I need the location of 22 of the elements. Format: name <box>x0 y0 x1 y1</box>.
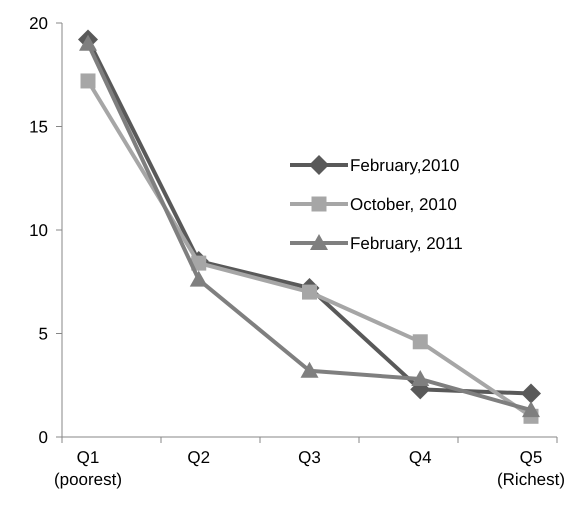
point <box>302 284 317 300</box>
point <box>411 370 430 386</box>
y-tick-label: 0 <box>38 428 48 447</box>
x-tick-label: Q5 (Richest) <box>496 448 566 489</box>
point <box>79 34 97 51</box>
point <box>522 401 540 418</box>
point <box>80 73 96 88</box>
point <box>190 270 208 287</box>
legend-label: February, 2011 <box>350 234 463 253</box>
x-tick-label: Q1 (poorest) <box>54 448 122 489</box>
point <box>300 362 318 378</box>
y-tick-label: 20 <box>29 14 48 33</box>
y-tick-label: 5 <box>38 324 48 344</box>
legend-label: February,2010 <box>350 156 460 175</box>
point <box>521 384 541 404</box>
x-tick-label: Q2 <box>187 448 210 467</box>
legend-label: October, 2010 <box>350 194 457 214</box>
x-tick-label: Q3 <box>298 448 321 467</box>
y-tick-label: 10 <box>29 220 48 240</box>
point <box>412 334 428 350</box>
x-tick-label: Q4 <box>408 448 432 467</box>
y-tick-label: 15 <box>29 117 48 136</box>
